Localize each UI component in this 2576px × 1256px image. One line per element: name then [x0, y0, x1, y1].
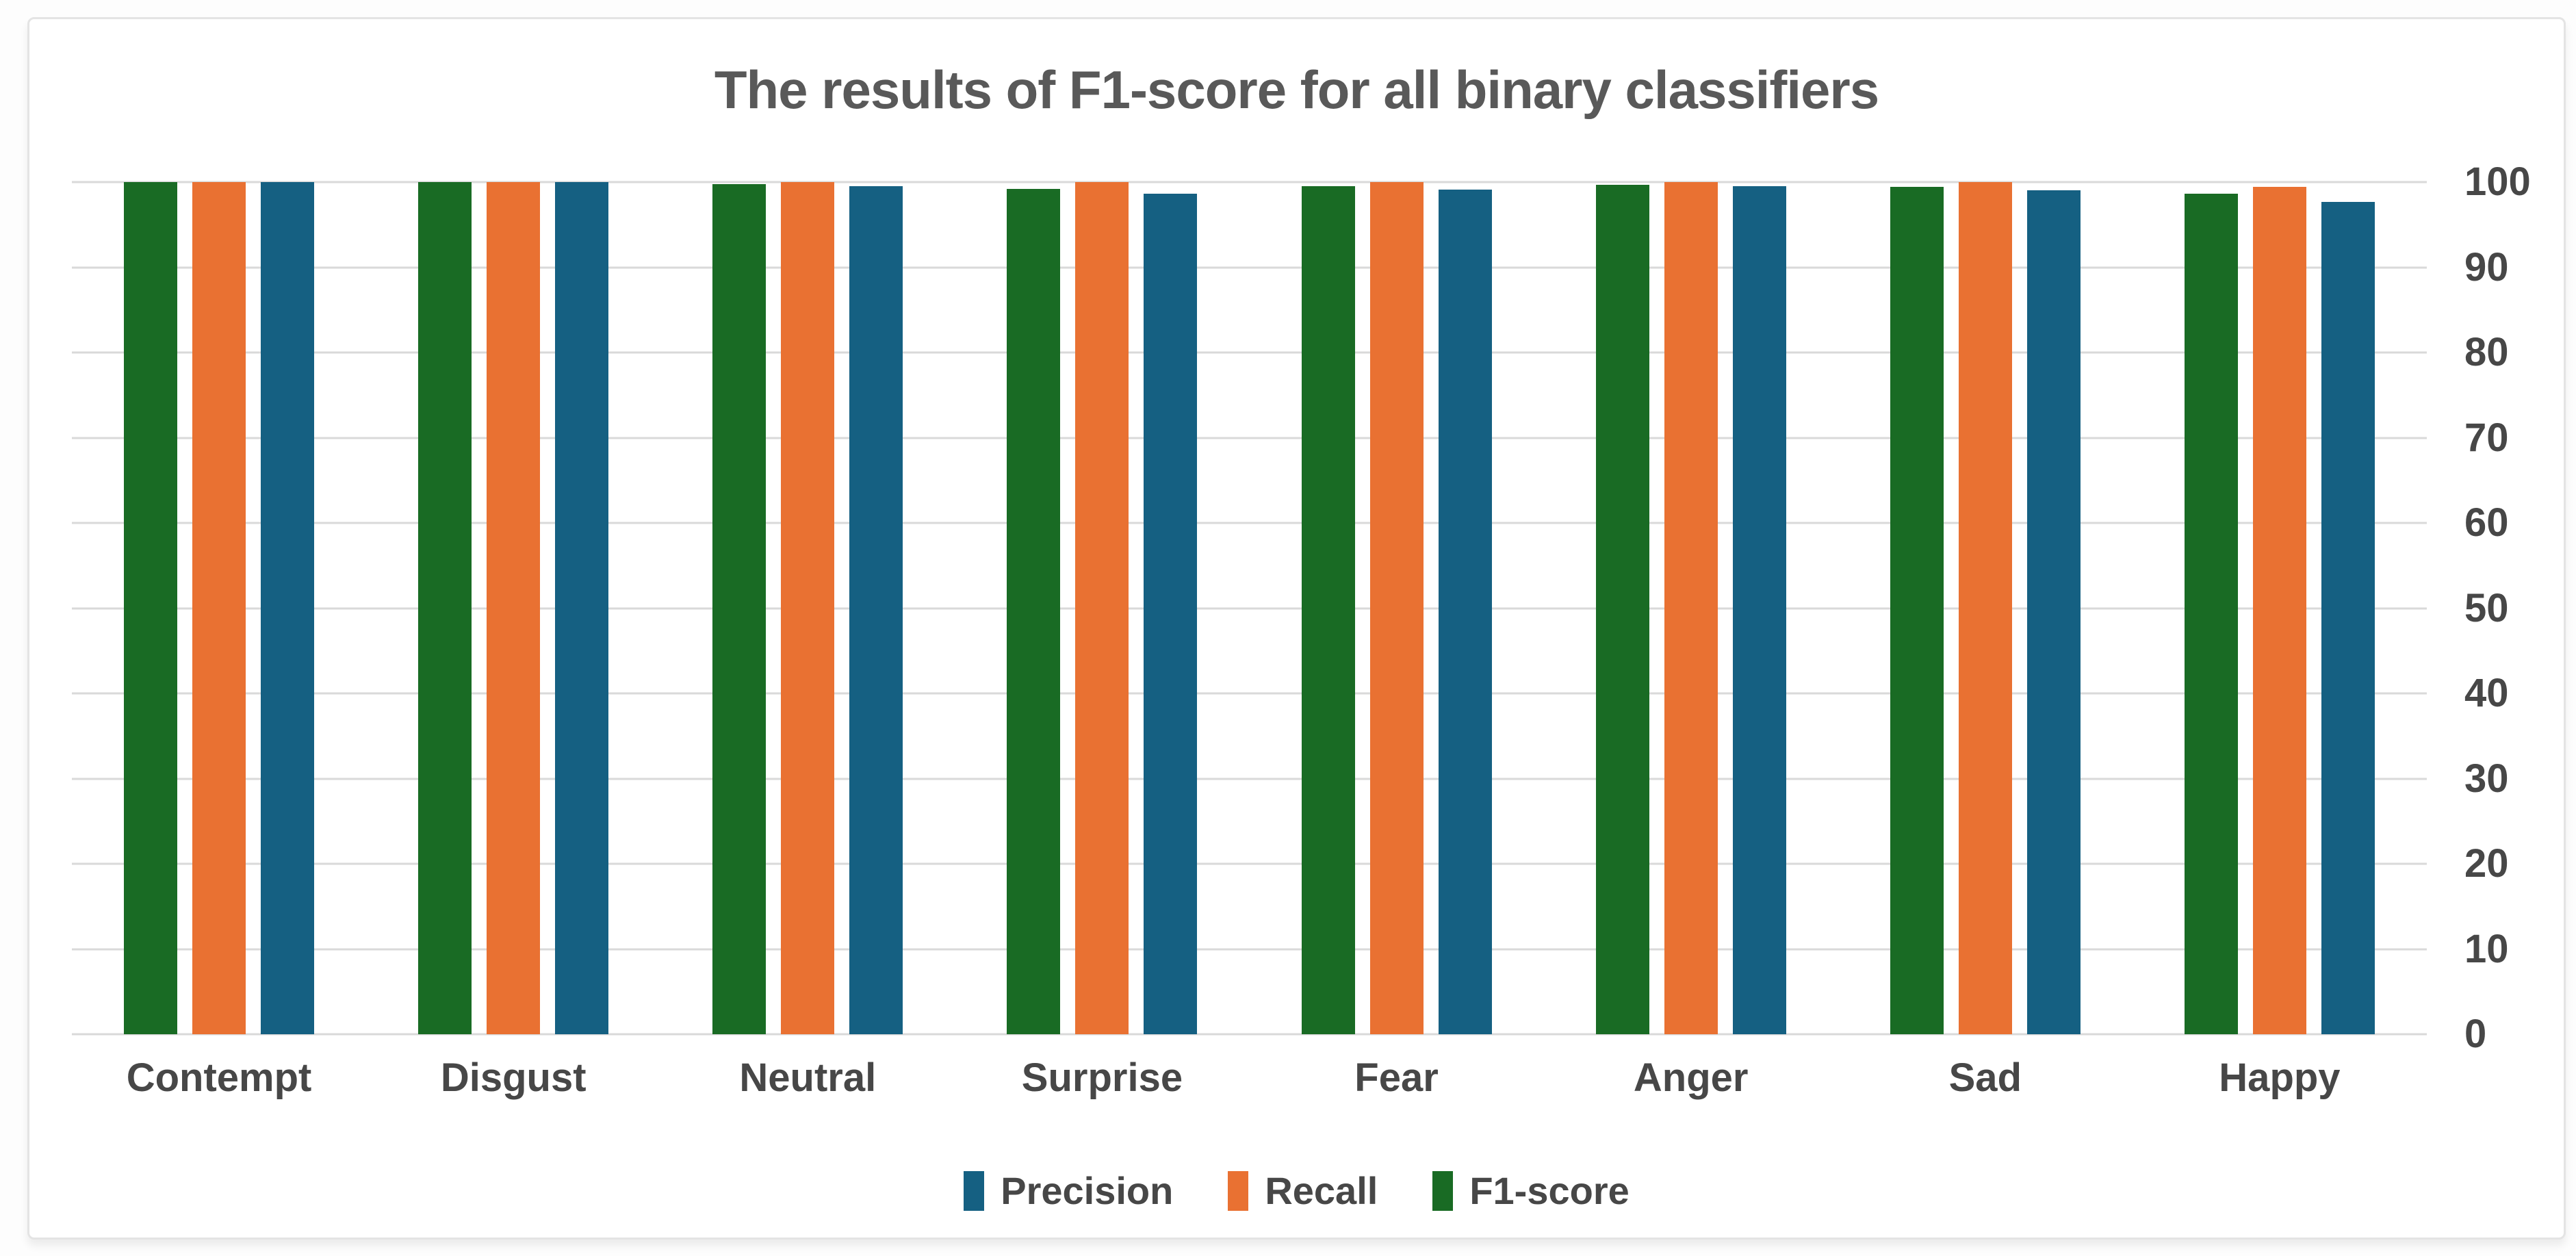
y-tick-label: 90: [2464, 244, 2509, 290]
chart-title: The results of F1-score for all binary c…: [714, 60, 1879, 120]
legend-label: Precision: [1001, 1169, 1174, 1212]
bar-f1-score: [712, 183, 767, 1034]
legend-label: Recall: [1265, 1169, 1378, 1212]
bar-precision: [1732, 186, 1786, 1034]
bar-precision: [555, 182, 609, 1034]
category-label: Fear: [1354, 1055, 1439, 1100]
bar-precision: [2026, 190, 2081, 1034]
y-tick-label: 60: [2464, 500, 2509, 545]
bar-f1-score: [2184, 194, 2238, 1034]
legend-swatch: [964, 1170, 985, 1211]
plot-area: 0 10 20 30 40 50 60 70 80 90 100 Contempt Disgust Ne…: [72, 162, 2531, 1100]
category-label: Neutral: [739, 1055, 877, 1100]
legend-label: F1-score: [1469, 1169, 1630, 1212]
category-group: [366, 182, 660, 1034]
gridline: [72, 778, 2427, 780]
y-tick-label: 50: [2464, 585, 2509, 630]
category-group: [72, 182, 366, 1034]
bar-recall: [1664, 182, 1718, 1034]
bar-precision: [261, 182, 315, 1034]
gridline: [72, 1033, 2427, 1036]
bar-precision: [1144, 194, 1198, 1034]
bar-precision: [849, 186, 903, 1034]
bar-groups: [72, 182, 2427, 1034]
category-group: [660, 182, 955, 1034]
legend-swatch: [1228, 1170, 1249, 1211]
bar-f1-score: [1595, 184, 1649, 1034]
bar-recall: [192, 182, 246, 1034]
gridlines: [72, 181, 2427, 1036]
legend-swatch: [1432, 1170, 1454, 1211]
gridline: [72, 351, 2427, 354]
y-tick-label: 70: [2464, 415, 2509, 460]
bar-recall: [1075, 182, 1129, 1034]
category-group: [2133, 182, 2427, 1034]
category-group: [1250, 182, 1544, 1034]
bar-f1-score: [1007, 188, 1061, 1034]
y-tick-label: 40: [2464, 671, 2509, 715]
bar-recall: [781, 182, 835, 1034]
chart-card: The results of F1-score for all binary c…: [27, 17, 2566, 1240]
y-tick-label: 20: [2464, 841, 2509, 886]
gridline: [72, 522, 2427, 524]
category-label: Sad: [1948, 1055, 2022, 1100]
bar-precision: [1438, 190, 1492, 1034]
y-tick-label: 100: [2464, 159, 2531, 204]
category-label: Anger: [1633, 1055, 1749, 1100]
bar-f1-score: [1301, 186, 1355, 1034]
category-label: Contempt: [126, 1055, 312, 1100]
y-tick-label: 80: [2464, 330, 2509, 374]
legend-item-f1-score: F1-score: [1432, 1168, 1630, 1213]
gridline: [72, 862, 2427, 865]
category-group: [955, 182, 1249, 1034]
legend: Precision Recall F1-score: [29, 1168, 2564, 1213]
legend-item-precision: Precision: [964, 1168, 1173, 1213]
category-label: Surprise: [1021, 1055, 1183, 1100]
bar-f1-score: [1890, 187, 1944, 1034]
category-group: [1838, 182, 2133, 1034]
bar-recall: [2252, 187, 2306, 1034]
gridline: [72, 607, 2427, 609]
legend-item-recall: Recall: [1228, 1168, 1378, 1213]
bar-precision: [2321, 201, 2375, 1034]
gridline: [72, 948, 2427, 950]
category-group: [1544, 182, 1838, 1034]
gridline: [72, 437, 2427, 439]
bar-recall: [487, 182, 541, 1034]
category-label: Happy: [2219, 1055, 2341, 1100]
bar-f1-score: [418, 182, 472, 1034]
category-label: Disgust: [440, 1055, 587, 1100]
x-axis-category-labels: Contempt Disgust Neutral Surprise Fear Anger S…: [72, 1055, 2427, 1101]
bar-recall: [1958, 182, 2012, 1034]
y-tick-label: 0: [2464, 1012, 2487, 1056]
bar-recall: [1369, 182, 1424, 1034]
gridline: [72, 181, 2427, 183]
gridline: [72, 266, 2427, 268]
bar-f1-score: [124, 182, 178, 1034]
y-tick-label: 30: [2464, 756, 2509, 801]
y-tick-label: 10: [2464, 926, 2509, 971]
gridline: [72, 692, 2427, 695]
